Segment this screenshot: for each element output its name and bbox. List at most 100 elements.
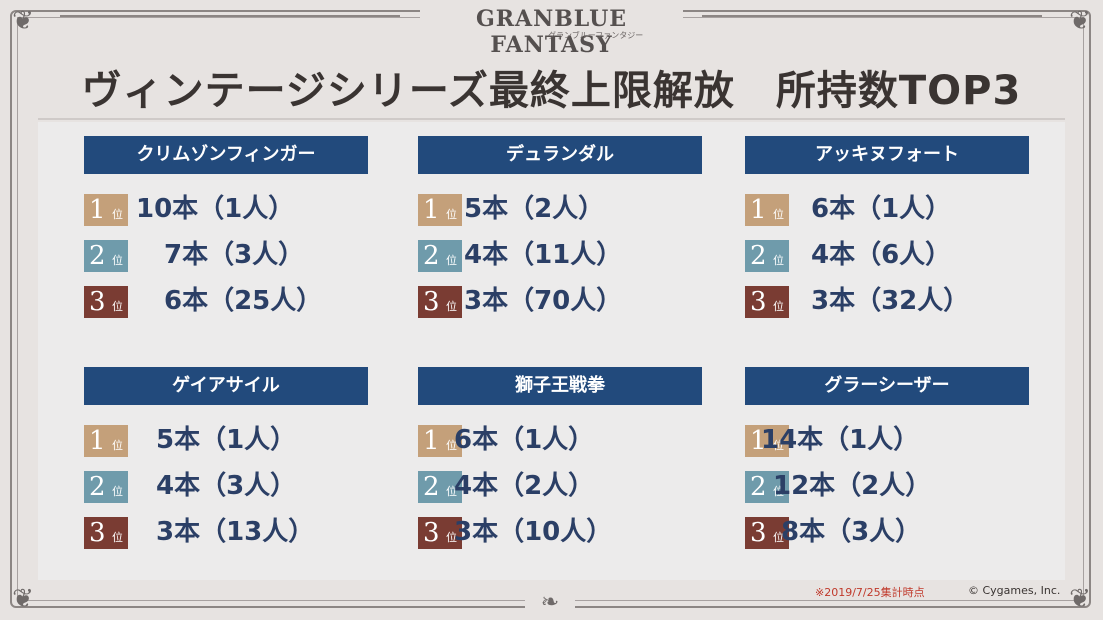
rank-row: 1 位 14本（1人） xyxy=(745,425,1045,461)
corner-ornament-icon: ❦ xyxy=(12,6,34,36)
top-ornament-line-left xyxy=(60,15,400,17)
rank-count-text: 10本（1人） xyxy=(136,194,295,224)
rank-count-text: 4本（11人） xyxy=(464,240,623,270)
rank-suffix: 位 xyxy=(446,439,457,452)
corner-ornament-icon: ❦ xyxy=(1069,6,1091,36)
page-title: ヴィンテージシリーズ最終上限解放 所持数TOP3 xyxy=(81,68,1022,114)
rank-number: 2 xyxy=(750,241,767,271)
weapon-block: ゲイアサイル 1 位 5本（1人） 2 位 4本（3人） 3 位 3本（13人） xyxy=(40,353,368,553)
rank-count-text: 8本（3人） xyxy=(781,517,922,547)
rank-suffix: 位 xyxy=(112,485,123,498)
rank-number: 3 xyxy=(423,287,440,317)
weapon-name-header: 獅子王戦拳 xyxy=(418,367,702,405)
rank-count-text: 5本（1人） xyxy=(156,425,297,455)
rank-number: 2 xyxy=(89,241,106,271)
rank-row: 3 位 3本（13人） xyxy=(84,517,384,553)
weapon-name-header: アッキヌフォート xyxy=(745,136,1029,174)
rank-row: 1 位 6本（1人） xyxy=(745,194,1045,230)
rank-count-text: 7本（3人） xyxy=(164,240,305,270)
rank-count-text: 6本（1人） xyxy=(811,194,952,224)
weapon-name-header: クリムゾンフィンガー xyxy=(84,136,368,174)
content-panel xyxy=(38,122,1065,580)
rank-count-text: 3本（32人） xyxy=(811,286,970,316)
rank-suffix: 位 xyxy=(112,254,123,267)
rank-number: 3 xyxy=(750,518,767,548)
rank-number: 2 xyxy=(423,472,440,502)
corner-ornament-icon: ❦ xyxy=(1069,584,1091,614)
rank-suffix: 位 xyxy=(773,439,784,452)
rank-count-text: 14本（1人） xyxy=(761,425,920,455)
rank-row: 2 位 4本（11人） xyxy=(418,240,718,276)
rank-number: 2 xyxy=(89,472,106,502)
rank-suffix: 位 xyxy=(446,300,457,313)
rank-suffix: 位 xyxy=(446,254,457,267)
weapon-name-header: デュランダル xyxy=(418,136,702,174)
rank-count-text: 12本（2人） xyxy=(773,471,932,501)
rank-suffix: 位 xyxy=(773,300,784,313)
rank-number: 3 xyxy=(89,518,106,548)
rank-count-text: 3本（10人） xyxy=(454,517,613,547)
rank-row: 2 位 4本（3人） xyxy=(84,471,384,507)
bottom-ornament-icon: ❧ xyxy=(525,590,575,616)
weapon-name-header: ゲイアサイル xyxy=(84,367,368,405)
rank-suffix: 位 xyxy=(112,300,123,313)
rank-number: 1 xyxy=(750,426,767,456)
rank-number: 1 xyxy=(750,195,767,225)
weapon-block: グラーシーザー 1 位 14本（1人） 2 位 12本（2人） 3 位 8本（3人） xyxy=(701,353,1029,553)
rank-number: 3 xyxy=(423,518,440,548)
rank-row: 3 位 6本（25人） xyxy=(84,286,384,322)
rank-suffix: 位 xyxy=(773,254,784,267)
rank-suffix: 位 xyxy=(112,208,123,221)
rank-row: 3 位 8本（3人） xyxy=(745,517,1045,553)
rank-count-text: 6本（25人） xyxy=(164,286,323,316)
rank-count-text: 3本（13人） xyxy=(156,517,315,547)
rank-row: 1 位 10本（1人） xyxy=(84,194,384,230)
rank-row: 1 位 5本（2人） xyxy=(418,194,718,230)
rank-row: 2 位 4本（6人） xyxy=(745,240,1045,276)
weapon-name-header: グラーシーザー xyxy=(745,367,1029,405)
weapon-block: デュランダル 1 位 5本（2人） 2 位 4本（11人） 3 位 3本（70人） xyxy=(374,122,702,322)
rank-row: 3 位 3本（32人） xyxy=(745,286,1045,322)
rank-suffix: 位 xyxy=(773,531,784,544)
rank-number: 1 xyxy=(423,426,440,456)
rank-number: 3 xyxy=(89,287,106,317)
rank-suffix: 位 xyxy=(773,485,784,498)
rank-suffix: 位 xyxy=(773,208,784,221)
rank-count-text: 5本（2人） xyxy=(464,194,605,224)
top-ornament-line-right xyxy=(702,15,1042,17)
rank-number: 3 xyxy=(750,287,767,317)
rank-count-text: 4本（3人） xyxy=(156,471,297,501)
rank-number: 1 xyxy=(89,195,106,225)
title-divider xyxy=(38,118,1065,120)
rank-count-text: 6本（1人） xyxy=(454,425,595,455)
rank-suffix: 位 xyxy=(446,531,457,544)
rank-suffix: 位 xyxy=(446,208,457,221)
weapon-block: アッキヌフォート 1 位 6本（1人） 2 位 4本（6人） 3 位 3本（32人） xyxy=(701,122,1029,322)
rank-row: 1 位 6本（1人） xyxy=(418,425,718,461)
corner-ornament-icon: ❦ xyxy=(12,584,34,614)
rank-row: 3 位 3本（70人） xyxy=(418,286,718,322)
rank-row: 2 位 12本（2人） xyxy=(745,471,1045,507)
rank-suffix: 位 xyxy=(446,485,457,498)
copyright: © Cygames, Inc. xyxy=(968,584,1061,597)
rank-row: 3 位 3本（10人） xyxy=(418,517,718,553)
rank-row: 1 位 5本（1人） xyxy=(84,425,384,461)
granblue-logo: GRANBLUE FANTASY グランブルーファンタジー xyxy=(420,0,683,58)
weapon-block: 獅子王戦拳 1 位 6本（1人） 2 位 4本（2人） 3 位 3本（10人） xyxy=(374,353,702,553)
logo-subtext: グランブルーファンタジー xyxy=(548,31,644,40)
